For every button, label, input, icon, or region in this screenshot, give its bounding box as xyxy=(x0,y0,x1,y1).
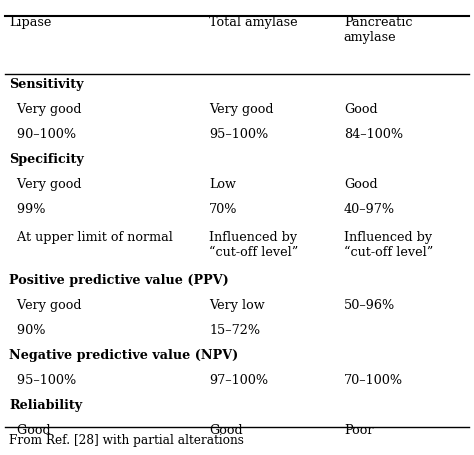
Text: Good: Good xyxy=(209,424,243,437)
Text: Influenced by
“cut-off level”: Influenced by “cut-off level” xyxy=(344,231,433,259)
Text: 95–100%: 95–100% xyxy=(209,128,268,141)
Text: Very good: Very good xyxy=(209,103,273,116)
Text: From Ref. [28] with partial alterations: From Ref. [28] with partial alterations xyxy=(9,434,244,447)
Text: Very good: Very good xyxy=(9,178,82,191)
Text: Very good: Very good xyxy=(9,103,82,116)
Text: At upper limit of normal: At upper limit of normal xyxy=(9,231,173,244)
Text: 84–100%: 84–100% xyxy=(344,128,403,141)
Text: Positive predictive value (PPV): Positive predictive value (PPV) xyxy=(9,274,229,287)
Text: Lipase: Lipase xyxy=(9,16,52,29)
Text: 97–100%: 97–100% xyxy=(209,374,268,387)
Text: Good: Good xyxy=(9,424,51,437)
Text: Very low: Very low xyxy=(209,299,265,312)
Text: Reliability: Reliability xyxy=(9,399,82,412)
Text: Good: Good xyxy=(344,178,377,191)
Text: Good: Good xyxy=(344,103,377,116)
Text: 90–100%: 90–100% xyxy=(9,128,76,141)
Text: Poor: Poor xyxy=(344,424,374,437)
Text: 70%: 70% xyxy=(209,203,237,216)
Text: 40–97%: 40–97% xyxy=(344,203,395,216)
Text: Pancreatic
amylase: Pancreatic amylase xyxy=(344,16,412,44)
Text: Negative predictive value (NPV): Negative predictive value (NPV) xyxy=(9,349,238,362)
Text: 99%: 99% xyxy=(9,203,46,216)
Text: 90%: 90% xyxy=(9,324,46,337)
Text: 95–100%: 95–100% xyxy=(9,374,77,387)
Text: Low: Low xyxy=(209,178,236,191)
Text: Sensitivity: Sensitivity xyxy=(9,78,84,91)
Text: Specificity: Specificity xyxy=(9,153,84,166)
Text: Very good: Very good xyxy=(9,299,82,312)
Text: Total amylase: Total amylase xyxy=(209,16,298,29)
Text: Influenced by
“cut-off level”: Influenced by “cut-off level” xyxy=(209,231,298,259)
Text: 50–96%: 50–96% xyxy=(344,299,395,312)
Text: 15–72%: 15–72% xyxy=(209,324,260,337)
Text: 70–100%: 70–100% xyxy=(344,374,403,387)
